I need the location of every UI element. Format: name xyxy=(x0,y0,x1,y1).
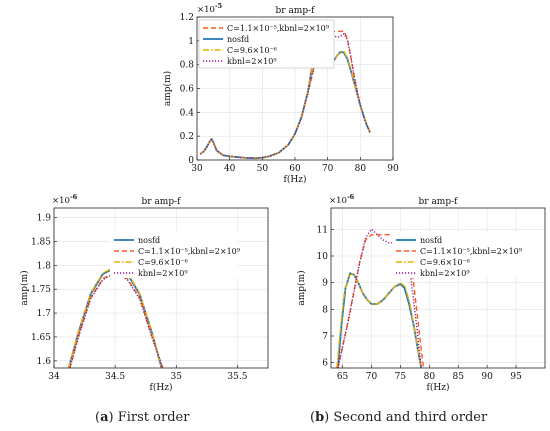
y-tick-label: 1.7 xyxy=(37,309,52,319)
series-group xyxy=(199,30,371,160)
x-tick-label: 90 xyxy=(481,372,493,382)
legend: C=1.1×10⁻⁵,kbnl=2×10⁹ nosfd C=9.6×10⁻⁶ kbnl… xyxy=(198,19,335,69)
caption-a: (a) First order xyxy=(95,410,190,425)
chart-title: br amp-f xyxy=(142,197,182,207)
legend: nosfd C=1.1×10⁻⁵,kbnl=2×10⁹ C=9.6×10⁻⁶ kbnl… xyxy=(392,232,544,278)
axis-exponent: ×10-6 xyxy=(329,193,355,206)
y-tick-label: 1 xyxy=(188,37,194,47)
x-tick-label: 35.5 xyxy=(227,372,247,382)
y-tick-label: 7 xyxy=(322,332,328,342)
axes-frame xyxy=(330,207,546,369)
chart-3: 65 70 75 80 85 90 95 6 7 8 9 10 11 br amp-f ×10-6 f(Hz)… xyxy=(296,193,546,393)
chart-1: 30 40 50 60 70 80 90 0 0.2 0.4 0.6 0.8 1 1.2 br amp-f ×… xyxy=(162,2,399,185)
legend-box xyxy=(392,232,544,278)
y-tick-label: 8 xyxy=(322,305,328,315)
x-tick-label: 85 xyxy=(453,372,465,382)
legend-label: nosfd xyxy=(138,236,160,245)
legend-label: kbnl=2×10⁹ xyxy=(420,269,470,278)
chart-title: br amp-f xyxy=(419,197,459,207)
axis-exponent: ×10-5 xyxy=(197,2,223,15)
y-tick-label: 6 xyxy=(322,359,328,369)
legend-label: C=9.6×10⁻⁶ xyxy=(420,258,470,267)
chart-2: 34 34.5 35 35.5 1.6 1.65 1.7 1.75 1.8 1.85 1.9 br a… xyxy=(19,193,269,393)
legend: nosfd C=1.1×10⁻⁵,kbnl=2×10⁹ C=9.6×10⁻⁶ kbnl… xyxy=(110,232,241,278)
legend-label: C=1.1×10⁻⁵,kbnl=2×10⁹ xyxy=(420,247,523,256)
legend-label: C=9.6×10⁻⁶ xyxy=(227,46,277,55)
y-tick-label: 0 xyxy=(188,156,194,166)
y-tick-label: 1.2 xyxy=(180,13,194,23)
y-axis-label: amp(m) xyxy=(162,71,173,106)
y-tick-label: 10 xyxy=(317,252,329,262)
caption-b: (b) Second and third order xyxy=(310,410,488,425)
x-tick-label: 75 xyxy=(395,372,407,382)
y-tick-label: 1.8 xyxy=(37,261,52,271)
chart-title: br amp-f xyxy=(276,6,316,16)
y-axis-label: amp(m) xyxy=(19,270,30,305)
x-tick-label: 95 xyxy=(510,372,522,382)
y-tick-label: 9 xyxy=(322,279,328,289)
series-line-dashdot xyxy=(336,272,422,368)
y-axis-label: amp(m) xyxy=(296,270,307,305)
y-tick-label: 11 xyxy=(317,225,328,235)
axes-frame xyxy=(53,207,269,369)
legend-box xyxy=(198,19,335,69)
x-axis-label: f(Hz) xyxy=(427,382,450,393)
legend-label: C=1.1×10⁻⁵,kbnl=2×10⁹ xyxy=(227,24,330,33)
x-tick-label: 60 xyxy=(289,164,301,174)
x-tick-label: 40 xyxy=(224,164,236,174)
y-tick-label: 1.9 xyxy=(37,214,52,224)
axis-exponent: ×10-6 xyxy=(52,193,78,206)
legend-label: nosfd xyxy=(420,236,442,245)
x-tick-label: 80 xyxy=(424,372,436,382)
y-tick-label: 1.6 xyxy=(37,357,52,367)
legend-label: C=1.1×10⁻⁵,kbnl=2×10⁹ xyxy=(138,247,241,256)
legend-label: C=9.6×10⁻⁶ xyxy=(138,258,188,267)
legend-label: kbnl=2×10⁹ xyxy=(138,269,188,278)
y-tick-label: 0.2 xyxy=(180,132,194,142)
legend-label: nosfd xyxy=(227,35,249,44)
x-tick-label: 34 xyxy=(48,372,60,382)
x-tick-label: 70 xyxy=(322,164,334,174)
x-tick-label: 50 xyxy=(257,164,269,174)
y-tick-label: 1.85 xyxy=(31,237,51,247)
x-axis-label: f(Hz) xyxy=(284,174,307,185)
y-tick-label: 0.8 xyxy=(180,61,195,71)
x-tick-label: 30 xyxy=(191,164,203,174)
y-tick-label: 1.75 xyxy=(31,285,51,295)
x-tick-label: 35 xyxy=(171,372,183,382)
x-tick-label: 90 xyxy=(387,164,399,174)
series-line-dashdot xyxy=(199,46,371,159)
x-tick-label: 80 xyxy=(355,164,367,174)
legend-label: kbnl=2×10⁹ xyxy=(227,57,277,66)
y-tick-label: 0.4 xyxy=(180,108,195,118)
y-tick-label: 0.6 xyxy=(180,85,195,95)
x-tick-label: 70 xyxy=(366,372,378,382)
series-line-dotted xyxy=(337,228,422,368)
y-tick-label: 1.65 xyxy=(31,333,51,343)
x-tick-label: 34.5 xyxy=(105,372,125,382)
x-tick-label: 65 xyxy=(337,372,349,382)
x-axis-label: f(Hz) xyxy=(150,382,173,393)
